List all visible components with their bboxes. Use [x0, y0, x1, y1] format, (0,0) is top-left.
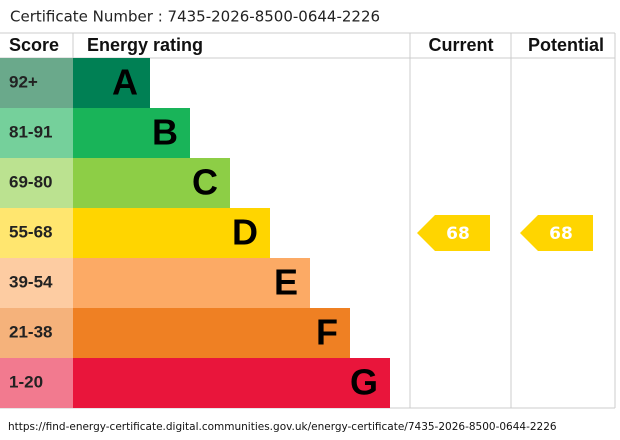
- band-bar: [73, 108, 190, 158]
- band-letter: D: [232, 212, 258, 253]
- band-score: 39-54: [9, 272, 53, 291]
- band-bar: [73, 158, 230, 208]
- url: https://find-energy-certificate.digital.…: [8, 421, 557, 433]
- band-score: 55-68: [9, 222, 52, 241]
- header-rating: Energy rating: [87, 35, 203, 55]
- score-cell: [0, 58, 73, 108]
- band-bar: [73, 208, 270, 258]
- band-letter: C: [192, 162, 218, 203]
- band-score: 92+: [9, 72, 38, 91]
- band-bar: [73, 358, 390, 408]
- score-cell: [0, 308, 73, 358]
- header-current: Current: [428, 35, 493, 55]
- band-letter: F: [316, 312, 338, 353]
- header-score: Score: [9, 35, 59, 55]
- current-arrow: [417, 215, 490, 251]
- band-bar: [73, 58, 150, 108]
- current-rating: 68: [446, 224, 470, 244]
- band-score: 81-91: [9, 122, 52, 141]
- band-score: 21-38: [9, 322, 52, 341]
- band-score: 69-80: [9, 172, 52, 191]
- score-cell: [0, 158, 73, 208]
- band-bar: [73, 308, 350, 358]
- score-cell: [0, 258, 73, 308]
- band-letter: B: [152, 112, 178, 153]
- band-letter: E: [274, 262, 298, 303]
- certificate-number: Certificate Number : 7435-2026-8500-0644…: [10, 8, 380, 26]
- band-letter: A: [112, 62, 138, 103]
- header-potential: Potential: [528, 35, 604, 55]
- potential-rating: 68: [549, 224, 573, 244]
- potential-arrow: [520, 215, 593, 251]
- band-score: 1-20: [9, 372, 43, 391]
- score-cell: [0, 358, 73, 408]
- band-bar: [73, 258, 310, 308]
- score-cell: [0, 108, 73, 158]
- score-cell: [0, 208, 73, 258]
- band-letter: G: [350, 362, 378, 403]
